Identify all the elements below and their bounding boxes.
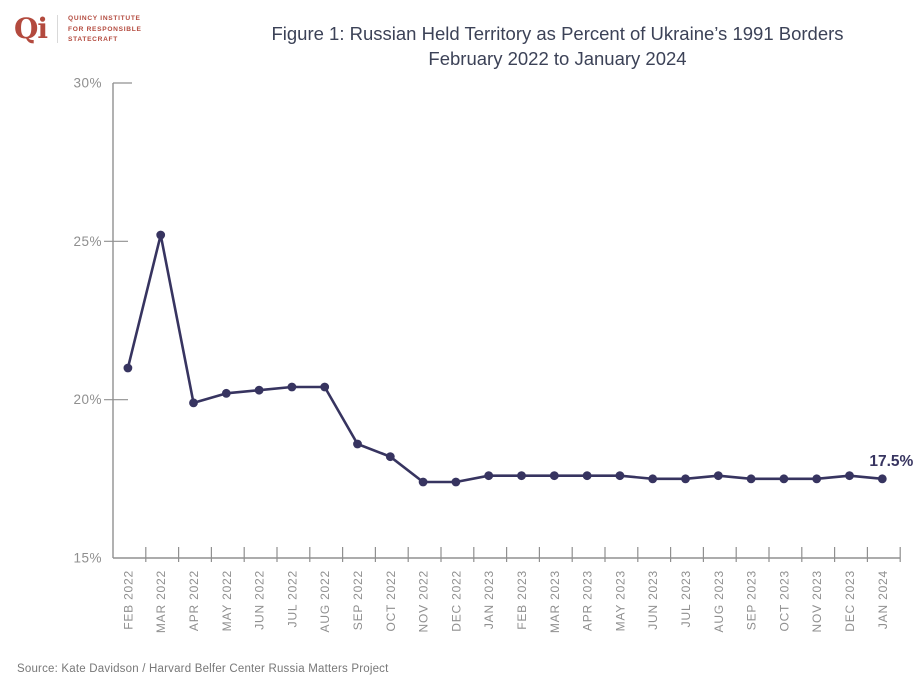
y-tick-label: 15% xyxy=(73,551,102,566)
end-value-label: 17.5% xyxy=(869,453,913,470)
data-point xyxy=(123,363,133,373)
data-point xyxy=(320,382,330,392)
quincy-institute-logo: Qi QUINCY INSTITUTE FOR RESPONSIBLE STAT… xyxy=(14,14,142,45)
data-point xyxy=(484,471,494,481)
y-tick-label: 30% xyxy=(73,76,102,91)
logo-org-name: QUINCY INSTITUTE FOR RESPONSIBLE STATECR… xyxy=(68,14,142,45)
y-tick-label: 20% xyxy=(73,392,102,407)
data-point xyxy=(353,439,362,449)
data-point xyxy=(746,474,756,484)
logo-monogram-icon: Qi xyxy=(14,12,48,46)
x-tick-label: MAY 2023 xyxy=(613,570,627,631)
data-point xyxy=(582,471,592,481)
data-point xyxy=(648,474,658,484)
logo-org-line: FOR RESPONSIBLE xyxy=(68,25,142,33)
data-point xyxy=(517,471,526,481)
x-tick-label: FEB 2022 xyxy=(121,570,135,630)
x-tick-label: DEC 2023 xyxy=(843,570,857,632)
x-tick-label: OCT 2023 xyxy=(777,570,791,632)
data-point xyxy=(156,230,166,240)
chart-title-line2: February 2022 to January 2024 xyxy=(428,47,687,69)
data-point xyxy=(713,471,723,481)
x-tick-label: MAR 2022 xyxy=(154,570,168,633)
y-tick-label: 25% xyxy=(73,234,102,249)
data-point xyxy=(451,477,461,487)
data-point xyxy=(845,471,854,481)
x-tick-label: OCT 2022 xyxy=(384,570,398,632)
chart-title-line1: Figure 1: Russian Held Territory as Perc… xyxy=(271,23,844,44)
x-tick-label: NOV 2023 xyxy=(810,570,824,632)
x-tick-label: DEC 2022 xyxy=(449,570,463,632)
data-point xyxy=(254,385,264,395)
data-point xyxy=(287,382,297,392)
x-tick-label: JUN 2022 xyxy=(253,570,267,630)
x-tick-label: AUG 2023 xyxy=(712,570,726,632)
x-tick-label: NOV 2022 xyxy=(417,570,431,632)
x-tick-label: AUG 2022 xyxy=(318,570,332,632)
data-point xyxy=(221,388,231,398)
x-tick-label: MAY 2022 xyxy=(220,570,234,631)
x-tick-label: SEP 2022 xyxy=(351,570,365,630)
page-title: Figure 1: Russian Held Territory as Perc… xyxy=(195,22,920,72)
x-tick-label: JAN 2024 xyxy=(876,570,890,629)
x-tick-label: SEP 2023 xyxy=(745,570,759,630)
logo-divider xyxy=(57,15,59,44)
x-tick-label: FEB 2023 xyxy=(515,570,529,630)
x-tick-label: JUN 2023 xyxy=(646,570,660,630)
data-point xyxy=(812,474,822,484)
data-point xyxy=(385,452,395,462)
data-point xyxy=(615,471,625,481)
x-tick-label: JUL 2023 xyxy=(679,570,693,627)
data-point xyxy=(189,398,198,408)
data-point xyxy=(549,471,559,481)
logo-org-line: STATECRAFT xyxy=(68,36,119,44)
data-point xyxy=(681,474,690,484)
logo-org-line: QUINCY INSTITUTE xyxy=(68,15,141,22)
x-tick-label: JUL 2022 xyxy=(285,570,299,627)
source-note: Source: Kate Davidson / Harvard Belfer C… xyxy=(17,663,389,675)
data-point xyxy=(418,477,428,487)
x-tick-label: JAN 2023 xyxy=(482,570,496,629)
data-point xyxy=(779,474,789,484)
chart-line xyxy=(126,233,883,484)
x-tick-label: APR 2023 xyxy=(581,570,595,631)
data-point xyxy=(877,474,887,484)
x-tick-label: MAR 2023 xyxy=(548,570,562,633)
x-tick-label: APR 2022 xyxy=(187,570,201,631)
